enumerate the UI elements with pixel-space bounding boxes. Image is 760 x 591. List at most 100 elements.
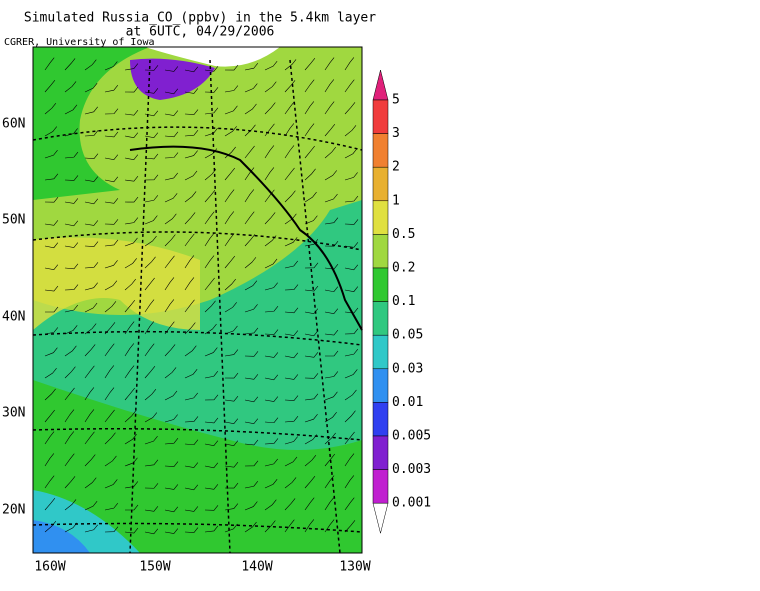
barb: [164, 131, 179, 138]
region: [33, 237, 200, 330]
barb: [224, 278, 236, 291]
barb: [324, 217, 339, 225]
barb: [284, 59, 297, 71]
lat-label: 40N: [2, 310, 25, 325]
barb: [104, 365, 115, 379]
barb: [84, 83, 98, 93]
barb: [84, 262, 99, 269]
barb: [304, 79, 315, 93]
barb: [104, 154, 119, 160]
barb: [244, 374, 259, 380]
parallel: [32, 126, 363, 151]
barb: [204, 417, 219, 424]
barb: [164, 390, 178, 401]
colorbar-label: 0.01: [392, 395, 423, 410]
barb: [324, 101, 335, 115]
barb: [184, 345, 197, 357]
colorbar-label: 0.1: [392, 294, 415, 309]
barb: [144, 235, 157, 247]
barb: [144, 459, 159, 467]
barb: [324, 412, 337, 423]
barb: [144, 153, 159, 160]
barb: [284, 167, 295, 181]
barb: [224, 523, 238, 533]
barb: [184, 233, 195, 247]
barb: [304, 308, 319, 314]
barb: [244, 83, 258, 93]
wind-barbs: [44, 57, 359, 535]
barb: [84, 241, 99, 247]
barb: [204, 233, 215, 247]
barb: [64, 284, 79, 291]
barb: [264, 374, 279, 381]
barb: [184, 392, 198, 401]
colorbar-segment: [372, 402, 389, 437]
barb: [284, 237, 298, 247]
barb: [84, 409, 95, 423]
barb: [44, 57, 55, 71]
barb: [104, 219, 119, 225]
barb: [324, 240, 339, 247]
parallel: [32, 522, 363, 533]
barb: [284, 101, 295, 115]
barb: [124, 196, 139, 203]
barb: [164, 437, 179, 445]
barb: [64, 345, 77, 357]
barb: [144, 174, 159, 181]
region: [33, 520, 90, 553]
barb: [84, 220, 99, 226]
barb: [84, 282, 98, 291]
barb: [204, 211, 215, 225]
barb: [64, 453, 75, 467]
barb: [244, 124, 256, 137]
barb: [244, 234, 256, 247]
barb: [264, 306, 279, 313]
barb: [284, 477, 297, 489]
barb: [344, 79, 355, 93]
barb: [344, 102, 356, 115]
meridian: [129, 59, 151, 554]
barb: [104, 301, 117, 313]
colorbar: 5 3 2 1 0.5 0.2 0.1 0.05 0.03 0.01 0.005 0.003 0.001: [372, 69, 431, 534]
barb: [204, 394, 219, 401]
barb: [44, 497, 56, 511]
barb: [64, 263, 79, 270]
barb: [164, 88, 179, 95]
barb: [84, 365, 95, 379]
barb: [124, 434, 137, 445]
barb: [324, 432, 336, 445]
barb: [264, 352, 279, 358]
barb: [44, 453, 55, 467]
barb: [344, 286, 359, 292]
barb: [344, 410, 356, 423]
barb: [164, 367, 177, 379]
barb: [324, 123, 336, 137]
barb: [284, 498, 296, 511]
barb: [64, 104, 78, 115]
barb: [184, 170, 198, 181]
barb: [84, 198, 99, 205]
barb: [284, 145, 295, 159]
coastline: [129, 145, 363, 331]
barb: [284, 519, 295, 533]
barb: [144, 277, 155, 291]
barb: [204, 66, 219, 72]
barb: [44, 220, 59, 226]
barb: [84, 524, 98, 533]
barb: [304, 191, 317, 203]
barb: [264, 258, 278, 269]
parallel: [32, 330, 363, 346]
barb: [304, 393, 319, 401]
barb: [184, 150, 198, 159]
barb: [104, 432, 116, 445]
barb: [84, 302, 98, 313]
barb: [164, 66, 179, 72]
barb: [144, 343, 155, 357]
barb: [244, 145, 255, 159]
barb: [164, 172, 178, 181]
barb: [104, 409, 115, 423]
barb: [44, 242, 59, 249]
barb: [184, 109, 199, 115]
barb: [224, 503, 239, 511]
